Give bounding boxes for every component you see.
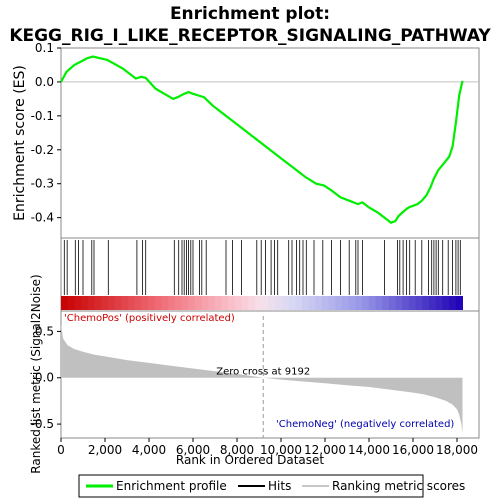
es-y-tick-label: -0.2 [31, 143, 54, 157]
legend-label-enrichment-profile: Enrichment profile [116, 479, 227, 493]
ranking-color-segment [194, 296, 203, 310]
zero-cross-label: Zero cross at 9192 [216, 367, 310, 378]
ranking-color-segment [315, 296, 323, 310]
es-y-tick-label: -0.3 [31, 177, 54, 191]
ranking-color-segment [174, 296, 182, 310]
ranking-color-segment [288, 296, 296, 310]
x-axis-ticks: 0 2,000 4,000 6,000 8,000 10,000 12,000 14,000 1… [57, 438, 478, 457]
es-panel-frame [60, 47, 480, 239]
ranking-color-segment [415, 296, 423, 310]
ranking-color-segment [255, 296, 263, 310]
ranking-color-segment [61, 296, 69, 310]
metric-y-tick-label: 0.5 [35, 324, 54, 338]
hit-markers [63, 240, 461, 295]
x-tick-label: 8,000 [220, 443, 254, 457]
ranking-color-segment [268, 296, 276, 310]
legend-label-ranking-metric: Ranking metric scores [332, 479, 465, 493]
es-y-tick-label: -0.1 [31, 109, 54, 123]
ranking-color-segment [408, 296, 417, 310]
ranking-color-segment [308, 296, 316, 310]
ranking-color-segment [422, 296, 430, 310]
ranking-color-segment [328, 296, 336, 310]
ranking-color-segment [147, 296, 156, 310]
x-tick-label: 2,000 [88, 443, 122, 457]
ranking-color-segment [127, 296, 136, 310]
ranking-color-segment [455, 296, 463, 310]
ranking-color-segment [181, 296, 189, 310]
ranking-color-segment [188, 296, 196, 310]
ranking-color-segment [321, 296, 330, 310]
ranking-color-segment [449, 296, 457, 310]
ranking-color-segment [101, 296, 109, 310]
ranking-color-segment [161, 296, 169, 310]
x-tick-label: 12,000 [304, 443, 346, 457]
enrichment-profile-line [60, 55, 464, 224]
es-y-tick-label: 0.0 [35, 75, 54, 89]
ranking-color-segment [141, 296, 149, 310]
x-tick-label: 18,000 [436, 443, 478, 457]
es-y-axis-ticks: 0.1 0.0 -0.1 -0.2 -0.3 -0.4 [31, 41, 61, 225]
ranking-color-segment [74, 296, 82, 310]
legend-label-hits: Hits [268, 479, 291, 493]
ranking-color-segment [335, 296, 343, 310]
metric-y-tick-label: 0.0 [35, 371, 54, 385]
ranking-color-segment [342, 296, 350, 310]
ranking-color-segment [375, 296, 383, 310]
negative-correlation-label: 'ChemoNeg' (negatively correlated) [276, 419, 454, 430]
es-y-axis-label: Enrichment score (ES) [12, 65, 28, 221]
x-tick-label: 14,000 [348, 443, 390, 457]
ranking-color-segment [221, 296, 229, 310]
x-tick-label: 4,000 [132, 443, 166, 457]
ranking-color-segment [234, 296, 243, 310]
ranking-color-segment [355, 296, 363, 310]
x-tick-label: 0 [57, 443, 65, 457]
ranking-color-segment [228, 296, 236, 310]
ranking-color-segment [114, 296, 122, 310]
x-axis-label: Rank in Ordered Dataset [176, 453, 324, 467]
ranking-color-segment [281, 296, 290, 310]
ranking-color-segment [201, 296, 209, 310]
ranking-color-segment [121, 296, 129, 310]
ranking-color-segment [154, 296, 162, 310]
ranking-color-bar [61, 296, 463, 310]
es-y-tick-label: 0.1 [35, 41, 54, 55]
x-tick-label: 6,000 [176, 443, 210, 457]
x-tick-label: 10,000 [260, 443, 302, 457]
ranking-color-segment [382, 296, 390, 310]
ranking-color-segment [168, 296, 176, 310]
ranking-color-segment [395, 296, 403, 310]
ranking-color-segment [295, 296, 303, 310]
ranking-color-segment [275, 296, 283, 310]
es-y-tick-label: -0.4 [31, 211, 54, 225]
ranking-color-segment [442, 296, 450, 310]
positive-correlation-label: 'ChemoPos' (positively correlated) [64, 313, 235, 324]
metric-y-tick-label: -0.5 [31, 417, 54, 431]
ranking-color-segment [248, 296, 256, 310]
ranking-color-segment [435, 296, 443, 310]
ranking-color-segment [388, 296, 397, 310]
ranking-color-segment [368, 296, 377, 310]
ranking-color-segment [429, 296, 437, 310]
ranking-color-segment [94, 296, 102, 310]
ranking-color-segment [87, 296, 95, 310]
ranking-color-segment [214, 296, 223, 310]
ranking-color-segment [402, 296, 410, 310]
plot-title-line2: KEGG_RIG_I_LIKE_RECEPTOR_SIGNALING_PATHW… [9, 26, 491, 46]
ranking-color-segment [67, 296, 75, 310]
ranking-color-segment [348, 296, 356, 310]
ranking-color-segment [107, 296, 116, 310]
ranking-color-segment [208, 296, 216, 310]
metric-y-axis-ticks: 0.5 0.0 -0.5 [31, 324, 61, 431]
metric-y-axis-label: Ranked list metric (Signal2Noise) [29, 274, 43, 473]
ranking-color-segment [362, 296, 370, 310]
x-tick-label: 16,000 [392, 443, 434, 457]
ranking-color-segment [261, 296, 269, 310]
plot-title-line1: Enrichment plot: [170, 4, 330, 24]
ranking-color-segment [134, 296, 142, 310]
ranking-color-segment [301, 296, 310, 310]
ranking-color-segment [81, 296, 89, 310]
ranking-color-segment [241, 296, 249, 310]
ranking-metric-area [61, 324, 463, 434]
